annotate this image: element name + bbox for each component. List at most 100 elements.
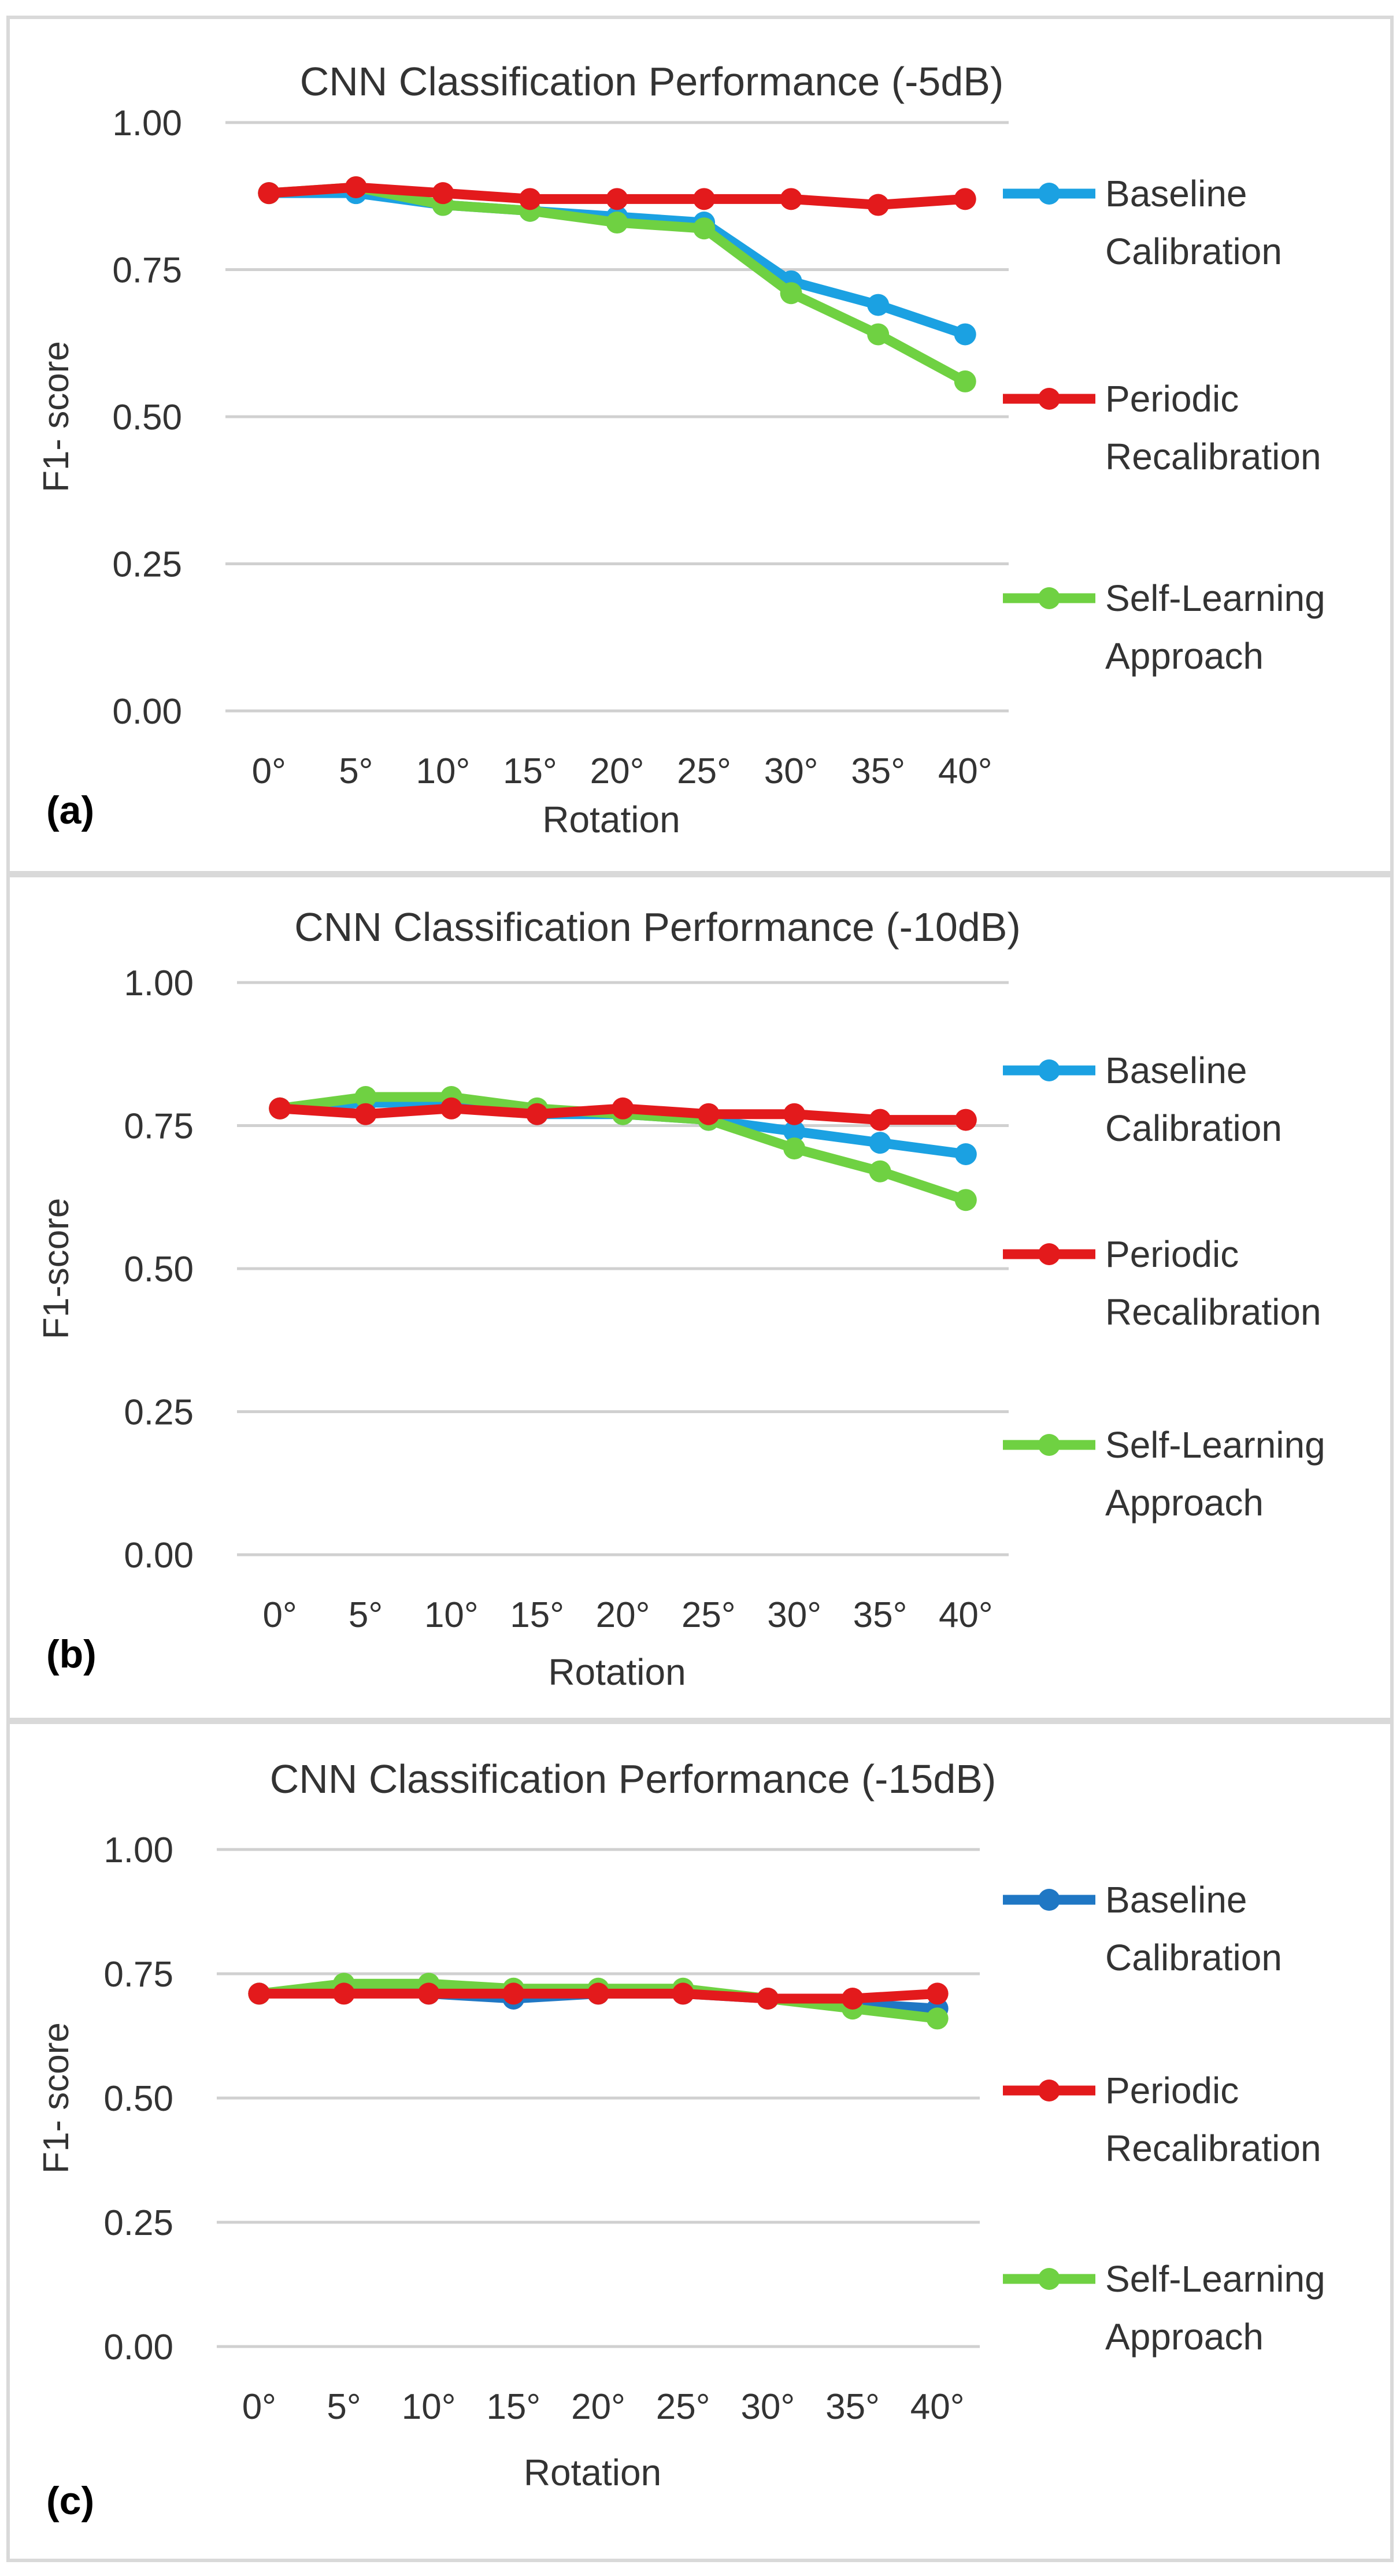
data-point-periodic	[440, 1097, 462, 1120]
y-tick-label: 1.00	[124, 963, 194, 1003]
legend-label: Self-Learning	[1105, 577, 1325, 619]
x-tick-label: 30°	[767, 1595, 821, 1635]
x-tick-label: 5°	[349, 1595, 383, 1635]
legend-label: Approach	[1105, 1482, 1264, 1524]
x-tick-label: 35°	[825, 2387, 880, 2427]
x-tick-label: 30°	[740, 2387, 795, 2427]
series-periodic	[269, 1097, 977, 1131]
y-tick-label: 1.00	[103, 1830, 173, 1870]
data-point-periodic	[783, 1103, 806, 1125]
x-tick-label: 15°	[486, 2387, 540, 2427]
legend-label: Baseline	[1105, 1050, 1247, 1091]
x-tick-label: 15°	[510, 1595, 564, 1635]
y-axis-label: F1- score	[36, 341, 76, 492]
x-tick-label: 25°	[682, 1595, 736, 1635]
y-axis-label: F1- score	[36, 2022, 76, 2174]
legend-item-baseline: Baseline Calibration	[1003, 173, 1282, 272]
x-tick-label: 15°	[503, 751, 557, 791]
x-tick-label: 35°	[851, 751, 905, 791]
legend-label: Calibration	[1105, 1107, 1282, 1149]
data-point-periodic	[867, 194, 890, 216]
x-tick-label: 0°	[263, 1595, 297, 1635]
chart-panel-3: CNN Classification Performance (-15dB) 0.…	[6, 1721, 1394, 2562]
data-point-self	[606, 212, 628, 234]
chart-title: CNN Classification Performance (-15dB)	[270, 1756, 997, 1802]
data-point-baseline	[867, 294, 890, 316]
panel-label: (b)	[46, 1632, 97, 1676]
legend-marker	[1038, 1243, 1060, 1265]
data-point-periodic	[333, 1982, 355, 2005]
legend-label: Self-Learning	[1105, 1424, 1325, 1466]
x-tick-label: 10°	[424, 1595, 479, 1635]
x-tick-label: 35°	[853, 1595, 908, 1635]
x-tick-label: 40°	[938, 751, 992, 791]
legend-item-periodic: Periodic Recalibration	[1003, 1233, 1321, 1333]
y-tick-label: 0.00	[124, 1536, 194, 1576]
x-tick-label: 5°	[339, 751, 373, 791]
data-point-periodic	[526, 1103, 549, 1125]
legend-label: Recalibration	[1105, 2127, 1321, 2169]
y-tick-label: 0.50	[103, 2079, 173, 2119]
x-tick-label: 25°	[677, 751, 731, 791]
data-point-self	[867, 323, 890, 346]
y-tick-label: 0.00	[103, 2327, 173, 2367]
legend-label: Self-Learning	[1105, 2258, 1325, 2300]
chart-panel-1: CNN Classification Performance (-5dB) 0.0…	[6, 16, 1394, 874]
y-tick-label: 0.75	[112, 251, 182, 291]
x-axis-label: Rotation	[524, 2452, 661, 2493]
series-periodic	[248, 1982, 949, 2010]
legend-item-self: Self-Learning Approach	[1003, 577, 1325, 677]
legend-label: Calibration	[1105, 1937, 1282, 1978]
legend-label: Recalibration	[1105, 436, 1321, 477]
x-tick-label: 0°	[252, 751, 286, 791]
legend-item-baseline: Baseline Calibration	[1003, 1050, 1282, 1149]
data-point-periodic	[612, 1097, 634, 1120]
data-point-periodic	[417, 1982, 440, 2005]
x-tick-label: 10°	[416, 751, 471, 791]
data-point-self	[954, 370, 976, 392]
chart-title: CNN Classification Performance (-5dB)	[300, 59, 1004, 104]
data-point-periodic	[258, 182, 280, 205]
data-point-periodic	[269, 1097, 291, 1120]
x-axis-label: Rotation	[548, 1651, 686, 1693]
data-point-periodic	[842, 1988, 864, 2010]
series-periodic	[258, 176, 976, 216]
legend-marker	[1038, 183, 1060, 205]
chart-panel-2: CNN Classification Performance (-10dB) 0.…	[6, 874, 1394, 1721]
data-point-periodic	[518, 188, 541, 210]
legend-item-periodic: Periodic Recalibration	[1003, 2070, 1321, 2169]
legend-label: Approach	[1105, 635, 1264, 677]
data-point-periodic	[587, 1982, 609, 2005]
data-point-self	[354, 1086, 377, 1108]
y-tick-label: 0.25	[112, 545, 182, 585]
panel-border	[6, 16, 1394, 874]
legend-marker	[1038, 2080, 1060, 2101]
legend-marker	[1038, 1059, 1060, 1081]
legend-label: Periodic	[1105, 2070, 1239, 2111]
panel-border	[6, 874, 1394, 1721]
data-point-self	[693, 217, 716, 240]
y-tick-label: 0.25	[103, 2203, 173, 2243]
x-tick-label: 25°	[656, 2387, 710, 2427]
data-point-periodic	[780, 188, 802, 210]
data-point-periodic	[869, 1109, 891, 1131]
y-tick-label: 0.00	[112, 692, 182, 732]
data-point-periodic	[926, 1982, 949, 2005]
data-point-periodic	[697, 1103, 720, 1125]
panel-label: (c)	[46, 2479, 94, 2523]
data-point-periodic	[757, 1988, 779, 2010]
x-tick-label: 30°	[764, 751, 818, 791]
x-axis-label: Rotation	[542, 799, 680, 840]
data-point-self	[783, 1137, 806, 1160]
x-tick-label: 20°	[596, 1595, 650, 1635]
data-point-baseline	[954, 323, 976, 346]
data-point-self	[780, 282, 802, 305]
data-point-periodic	[354, 1103, 377, 1125]
legend-item-periodic: Periodic Recalibration	[1003, 378, 1321, 477]
y-tick-label: 1.00	[112, 103, 182, 143]
data-point-periodic	[248, 1982, 271, 2005]
data-point-periodic	[954, 1109, 977, 1131]
y-tick-label: 0.75	[103, 1955, 173, 1995]
x-tick-label: 5°	[327, 2387, 361, 2427]
